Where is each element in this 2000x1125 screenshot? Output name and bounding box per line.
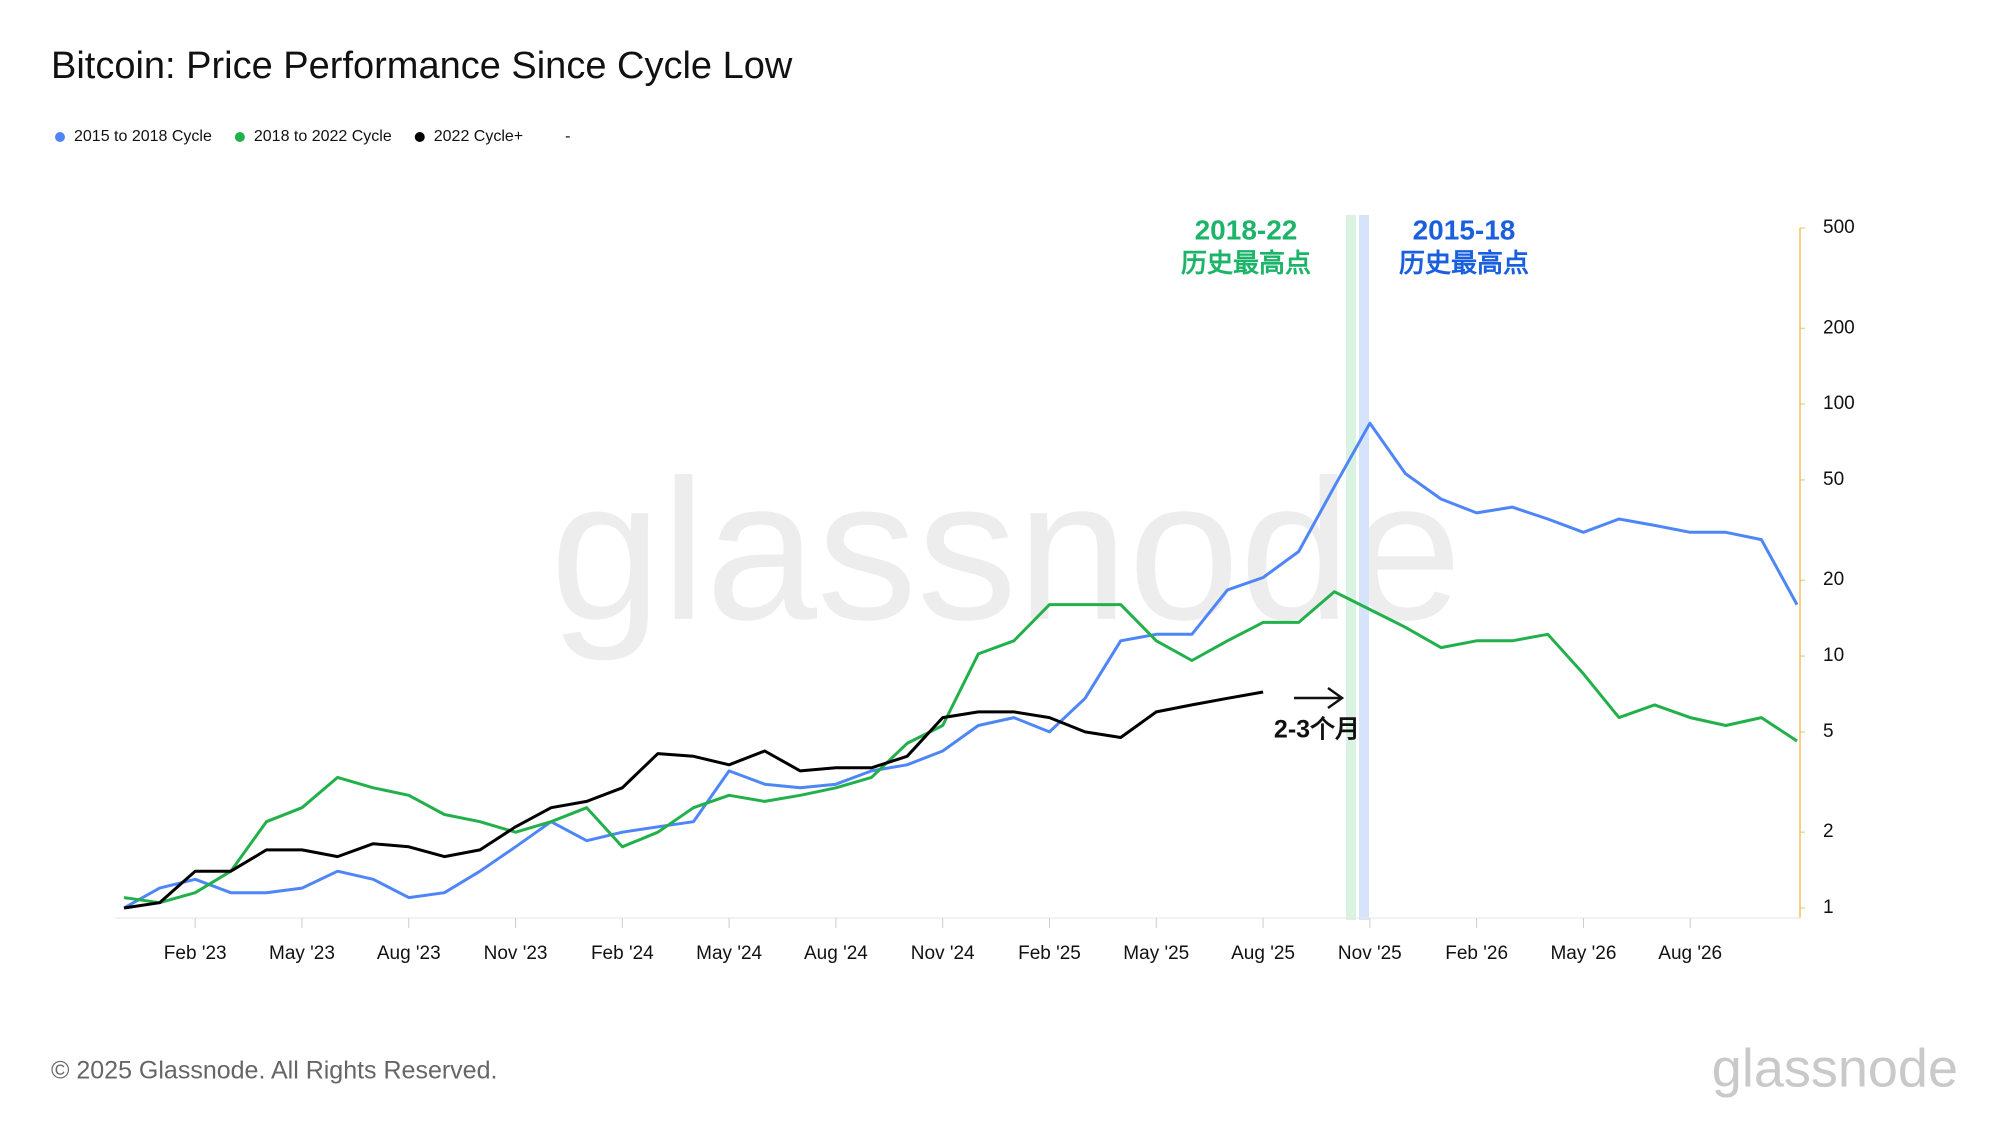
annotation: 历史最高点 xyxy=(1181,248,1311,278)
x-tick-label: Aug '26 xyxy=(1658,943,1722,964)
series-line xyxy=(123,690,1264,910)
plot xyxy=(123,421,1799,910)
x-tick-label: May '26 xyxy=(1550,943,1616,964)
x-tick-label: Feb '25 xyxy=(1018,943,1081,964)
x-tick-label: Nov '25 xyxy=(1338,943,1402,964)
y-tick-label: 500 xyxy=(1823,217,1855,238)
watermark: glassnode xyxy=(550,439,1462,662)
x-tick-label: Nov '23 xyxy=(484,943,548,964)
annotation: 2-3个月 xyxy=(1274,716,1360,744)
y-tick-label: 20 xyxy=(1823,569,1844,590)
legend-dot xyxy=(414,132,425,142)
series-line xyxy=(123,421,1799,910)
x-tick-label: May '24 xyxy=(696,943,762,964)
y-tick-label: 50 xyxy=(1823,469,1844,490)
x-tick-label: Feb '26 xyxy=(1445,943,1508,964)
legend-label: 2022 Cycle+ xyxy=(434,128,523,145)
chart-title: Bitcoin: Price Performance Since Cycle L… xyxy=(51,45,793,87)
logo: glassnode xyxy=(1712,1038,1958,1098)
y-tick-label: 2 xyxy=(1823,821,1834,842)
y-tick-label: 5 xyxy=(1823,721,1834,742)
legend-label: 2018 to 2022 Cycle xyxy=(254,128,392,145)
x-tick-label: May '25 xyxy=(1123,943,1189,964)
x-tick-label: Aug '25 xyxy=(1231,943,1295,964)
footer: © 2025 Glassnode. All Rights Reserved. xyxy=(51,1057,497,1085)
ath-band-2015 xyxy=(1359,215,1369,920)
x-tick-label: Feb '23 xyxy=(164,943,227,964)
legend-label: 2015 to 2018 Cycle xyxy=(74,128,212,145)
x-tick-label: Aug '23 xyxy=(377,943,441,964)
annotation: 2018-22 xyxy=(1195,214,1298,245)
annotation: 2015-18 xyxy=(1413,214,1516,245)
x-tick-label: Feb '24 xyxy=(591,943,654,964)
legend-dot xyxy=(234,132,245,142)
legend-dot xyxy=(55,132,65,142)
series-line xyxy=(123,590,1798,905)
y-tick-label: 1 xyxy=(1823,897,1834,918)
x-tick-label: Aug '24 xyxy=(804,943,868,964)
ath-band-2018 xyxy=(1346,215,1356,920)
x-tick-label: Nov '24 xyxy=(911,943,975,964)
x-tick-label: May '23 xyxy=(269,943,335,964)
y-tick-label: 10 xyxy=(1823,645,1844,666)
y-tick-label: 100 xyxy=(1823,393,1855,414)
y-tick-label: 200 xyxy=(1823,317,1855,338)
arrow-head xyxy=(1327,686,1345,710)
annotation: 历史最高点 xyxy=(1399,248,1529,278)
legend-label: - xyxy=(565,128,570,145)
